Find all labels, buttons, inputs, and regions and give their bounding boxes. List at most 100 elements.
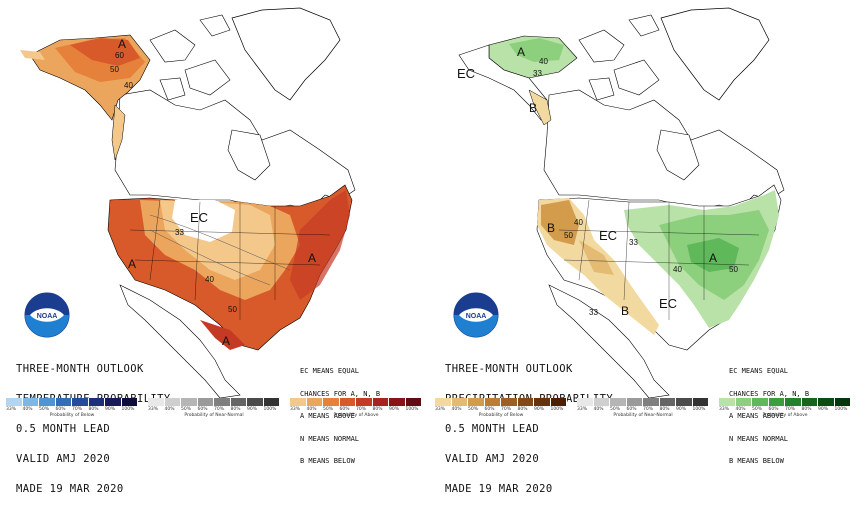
colorbar-ticks: 33% 40% 50% 60% 70% 80% 90% 100%	[435, 407, 567, 412]
colorbar-tick: 50%	[323, 407, 334, 412]
noaa-logo: NOAA	[24, 292, 70, 338]
colorbar-tick: 60%	[55, 407, 66, 412]
colorbar-swatch	[577, 398, 594, 406]
colorbar-swatches	[435, 398, 567, 406]
colorbar-tick: 80%	[230, 407, 241, 412]
above-label: A	[517, 45, 525, 59]
note-line: B MEANS BELOW	[729, 457, 784, 465]
contour-label: 40	[124, 81, 133, 90]
colorbar-swatch	[435, 398, 452, 406]
contour-label: 50	[110, 65, 119, 74]
colorbar-tick: 80%	[88, 407, 99, 412]
colorbar-tick: 80%	[372, 407, 383, 412]
colorbar-swatch	[22, 398, 39, 406]
temperature-title-block: THREE-MONTH OUTLOOK TEMPERATURE PROBABIL…	[16, 344, 171, 514]
colorbar-tick: 50%	[181, 407, 192, 412]
colorbar-swatch	[626, 398, 643, 406]
noaa-logo: NOAA	[453, 292, 499, 338]
colorbar-swatch	[306, 398, 323, 406]
colorbar-tick: 40%	[451, 407, 462, 412]
colorbar-ticks: 33% 40% 50% 60% 70% 80% 90% 100%	[719, 407, 851, 412]
contour-label: 33	[533, 69, 542, 78]
colorbar-swatch	[834, 398, 851, 406]
colorbar-swatches	[290, 398, 422, 406]
colorbar-tick: 40%	[593, 407, 604, 412]
colorbar-swatch	[88, 398, 105, 406]
svg-text:NOAA: NOAA	[37, 313, 58, 320]
colorbar-swatch	[290, 398, 307, 406]
colorbar-swatch	[676, 398, 693, 406]
colorbar-tick: 33%	[6, 407, 17, 412]
above-label: A	[128, 257, 136, 271]
note-line: EC MEANS EQUAL	[300, 367, 360, 375]
colorbar-ticks: 33% 40% 50% 60% 70% 80% 90% 100%	[6, 407, 138, 412]
colorbar-ticks: 33% 40% 50% 60% 70% 80% 90% 100%	[290, 407, 422, 412]
colorbar-tick: 50%	[468, 407, 479, 412]
title-line: VALID AMJ 2020	[445, 453, 540, 465]
contour-label: 33	[589, 308, 598, 317]
temperature-map: EC A A A A 60 50 40 33 40 50	[20, 7, 356, 399]
colorbar-swatch	[593, 398, 610, 406]
colorbar-swatch	[263, 398, 280, 406]
colorbar-tick: 70%	[501, 407, 512, 412]
colorbar-swatch	[323, 398, 340, 406]
colorbar-tick: 80%	[659, 407, 670, 412]
colorbar-swatch	[105, 398, 122, 406]
colorbar-tick: 33%	[148, 407, 159, 412]
colorbar-swatch	[643, 398, 660, 406]
colorbar-swatch	[389, 398, 406, 406]
colorbar-swatch	[181, 398, 198, 406]
contour-label: 40	[539, 57, 548, 66]
title-line: MADE 19 MAR 2020	[16, 483, 124, 495]
ec-label: EC	[457, 66, 475, 81]
colorbar-tick: 60%	[768, 407, 779, 412]
temperature-outlook-panel: EC A A A A 60 50 40 33 40 50 NOAA THREE-…	[0, 0, 429, 494]
note-line: A MEANS ABOVE	[300, 412, 355, 420]
title-line: MADE 19 MAR 2020	[445, 483, 553, 495]
colorbar-label: Probability of Near-Normal	[613, 413, 673, 418]
note-line: B MEANS BELOW	[300, 457, 355, 465]
colorbar-swatch	[818, 398, 835, 406]
contour-label: 33	[175, 228, 184, 237]
colorbar-swatches	[577, 398, 709, 406]
colorbar-swatch	[550, 398, 567, 406]
colorbar-tick: 40%	[164, 407, 175, 412]
colorbar-tick: 100%	[692, 407, 706, 412]
contour-label: 40	[574, 218, 583, 227]
colorbar-label: Probability of Above	[762, 413, 808, 418]
colorbar-swatch	[164, 398, 181, 406]
colorbar-swatch	[6, 398, 23, 406]
colorbar-tick: 80%	[801, 407, 812, 412]
colorbar-swatch	[356, 398, 373, 406]
ec-label: EC	[190, 210, 208, 225]
ec-label: EC	[659, 296, 677, 311]
colorbar-swatch	[692, 398, 709, 406]
colorbar-tick: 50%	[39, 407, 50, 412]
colorbar-swatches	[148, 398, 280, 406]
colorbar-tick: 33%	[290, 407, 301, 412]
colorbar-tick: 90%	[534, 407, 545, 412]
colorbar-swatch	[735, 398, 752, 406]
contour-label: 40	[673, 265, 682, 274]
colorbar-tick: 80%	[517, 407, 528, 412]
colorbar-swatch	[534, 398, 551, 406]
colorbar-tick: 33%	[719, 407, 730, 412]
colorbar-below: 33% 40% 50% 60% 70% 80% 90% 100% Probability of…	[435, 398, 567, 418]
svg-text:NOAA: NOAA	[466, 313, 487, 320]
colorbar-near-normal: 33% 40% 50% 60% 70% 80% 90% 100% Probability of…	[577, 398, 709, 418]
colorbar-swatch	[768, 398, 785, 406]
colorbar-swatch	[785, 398, 802, 406]
contour-label: 40	[205, 275, 214, 284]
colorbar-tick: 100%	[121, 407, 135, 412]
above-label: A	[118, 37, 126, 51]
colorbar-swatch	[468, 398, 485, 406]
colorbar-swatch	[121, 398, 138, 406]
colorbar-tick: 40%	[306, 407, 317, 412]
precipitation-title-block: THREE-MONTH OUTLOOK PRECIPITATION PROBAB…	[445, 344, 613, 514]
colorbar-tick: 60%	[339, 407, 350, 412]
colorbar-tick: 60%	[197, 407, 208, 412]
ec-label: EC	[599, 228, 617, 243]
colorbar-swatch	[610, 398, 627, 406]
colorbar-tick: 70%	[214, 407, 225, 412]
colorbar-label: Probability of Below	[478, 413, 524, 418]
